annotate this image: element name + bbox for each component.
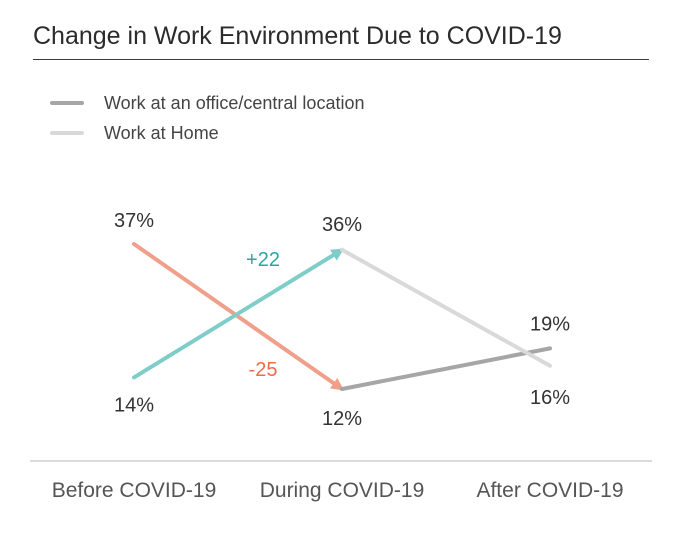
legend-label-office: Work at an office/central location [104,92,365,113]
data-label-series-1-1: 36% [322,214,362,236]
legend-item-office: Work at an office/central location [50,88,364,118]
series-1-segment-0 [132,247,345,380]
series-1-segment-1 [340,247,552,368]
data-label-series-0-0: 37% [114,210,154,232]
legend: Work at an office/central location Work … [50,88,364,148]
legend-item-home: Work at Home [50,118,364,148]
change-annotation-1: -25 [249,359,278,381]
x-tick-label-2: After COVID-19 [476,479,623,502]
data-label-series-1-2: 16% [530,387,570,409]
legend-label-home: Work at Home [104,122,219,143]
x-tick-label-1: During COVID-19 [260,479,425,502]
data-label-series-1-0: 14% [114,394,154,416]
change-annotation-0: +22 [246,249,280,271]
legend-swatch-home [50,131,84,135]
chart-title: Change in Work Environment Due to COVID-… [33,22,562,50]
legend-swatch-office [50,101,84,105]
series-0-segment-0 [132,242,345,391]
data-label-series-0-1: 12% [322,408,362,430]
data-label-series-0-2: 19% [530,313,570,335]
x-tick-label-0: Before COVID-19 [52,479,217,502]
series-0-segment-1 [340,346,552,391]
title-underline [33,59,649,60]
